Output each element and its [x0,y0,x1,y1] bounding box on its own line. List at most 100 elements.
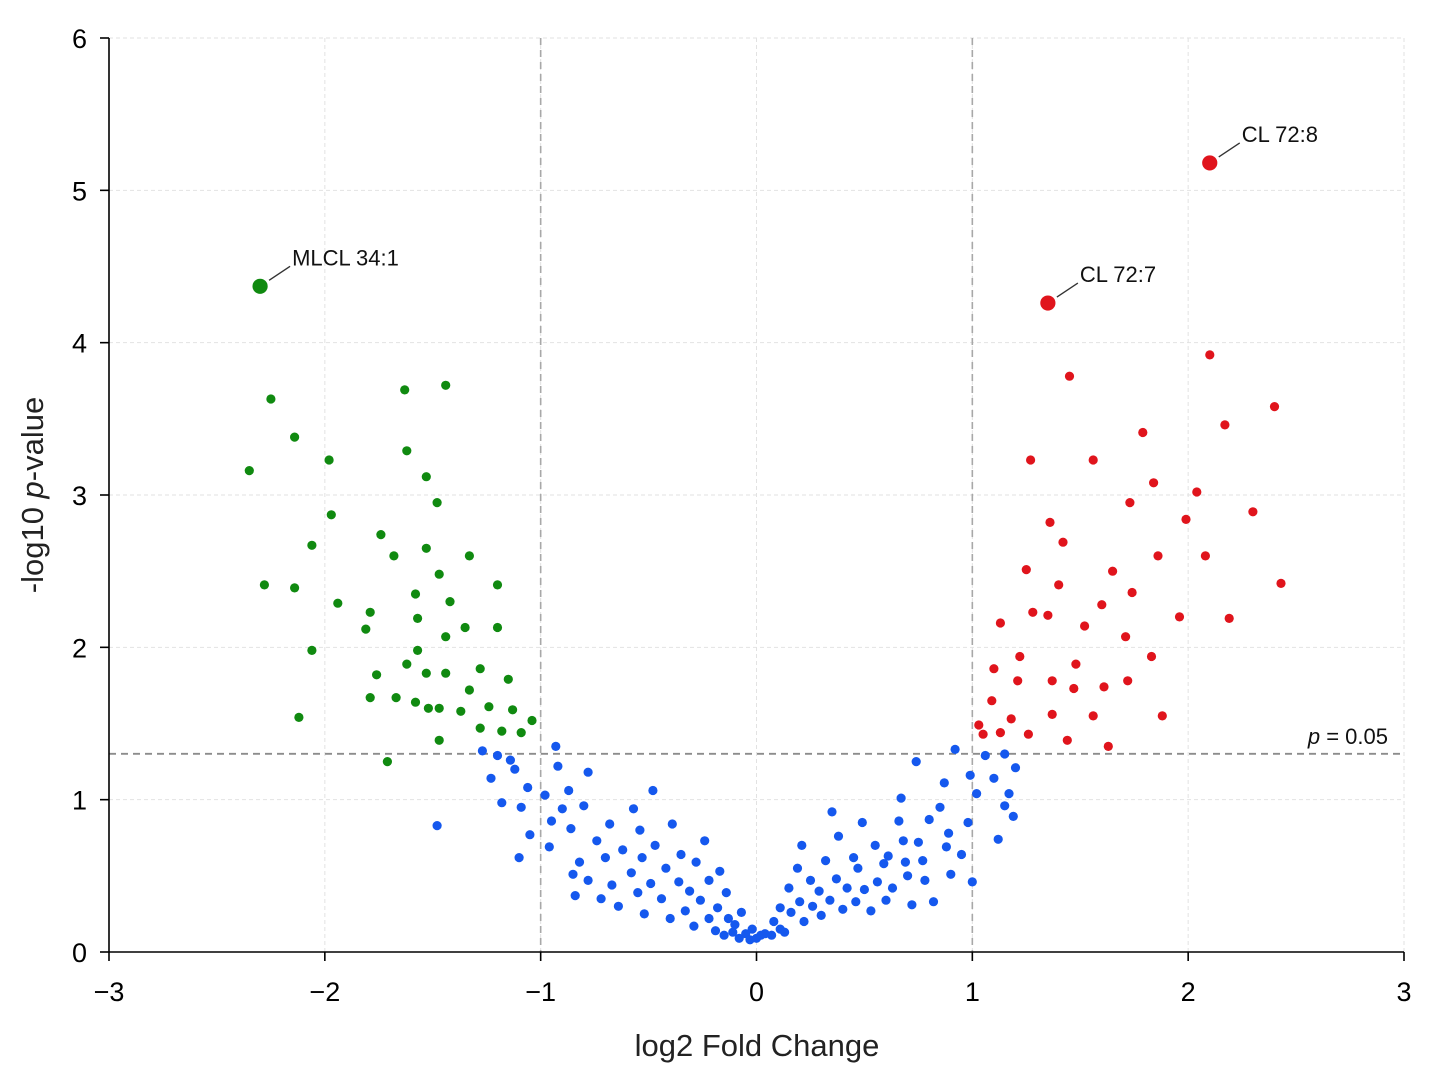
data-point-ns [980,750,990,761]
data-point-ns [637,853,647,863]
data-point-ns [680,906,690,916]
data-point-ns [784,883,794,893]
axes: −3 −2 −1 0 1 2 3 0 1 2 3 4 5 6 [72,24,1412,1007]
data-point-down [389,551,399,561]
data-point-down [290,432,300,442]
data-point-up [1023,729,1033,739]
data-point-ns [691,857,701,867]
data-point-ns [883,851,893,861]
data-point-down [326,510,336,520]
data-point-ns [833,831,844,841]
data-point-ns [551,741,561,752]
y-axis-title: -log10 p-value [15,397,50,593]
data-point-ns [946,869,956,879]
data-point-up [1013,676,1023,686]
data-point-down [434,735,444,745]
data-point-ns [704,913,714,924]
data-point-ns [808,901,818,911]
data-point-ns [553,761,563,771]
data-point-ns [557,804,567,814]
data-point-down [413,645,423,656]
data-point-ns [566,824,576,834]
data-point-down [266,394,276,404]
data-point-ns [600,853,611,863]
data-point-ns [607,880,617,890]
data-point-up [1153,551,1163,561]
data-point-down [434,569,444,579]
data-point-ns [799,916,809,927]
data-point-up [1103,741,1113,752]
data-point-up [1058,537,1068,547]
y-tick-label: 0 [72,938,87,968]
data-point-ns [950,744,960,755]
data-point-down [259,580,269,590]
data-point-up [1088,455,1098,465]
data-point-up [1108,566,1118,576]
data-point-up [1157,711,1167,721]
data-point-ns [492,750,503,761]
data-point-ns [767,930,777,940]
data-point-ns [667,819,677,829]
data-point-ns [924,814,934,825]
data-point-ns [665,913,675,924]
data-point-down [382,757,392,767]
data-point-ns [648,785,658,796]
data-point-up [1097,600,1107,610]
data-point-up [1125,498,1135,508]
data-point-ns [965,770,975,780]
data-point-ns [967,877,977,887]
data-point-ns [870,840,880,851]
data-point-ns [477,746,487,756]
data-point-ns [635,825,645,835]
data-point-down [507,705,518,715]
data-point-up [1015,651,1025,662]
data-point-down [410,697,421,707]
data-point-ns [747,924,757,934]
data-point-up [1062,735,1072,745]
annotation-label: CL 72:8 [1242,122,1318,147]
data-point-up [1006,714,1016,724]
data-point-ns [881,895,891,905]
data-point-down [456,706,466,716]
annotation-leader-line [1218,142,1241,158]
data-point-up [1088,711,1098,721]
data-point-up [1138,427,1148,438]
data-point-ns [650,840,660,851]
data-point-ns [728,927,738,937]
data-point-down [400,385,410,395]
data-point-ns [911,757,921,767]
y-tick-label: 4 [72,329,87,359]
data-point-up [978,729,988,739]
data-point-down [441,668,451,678]
data-point-down [324,455,334,465]
data-point-ns [935,802,945,812]
data-point-ns [939,778,949,788]
data-point-down [445,597,455,607]
y-axis-title-suffix: -value [15,397,50,481]
y-tick-label: 1 [72,786,87,816]
y-axis-title-italic: p [15,481,50,499]
data-point-ns [568,869,578,879]
data-point-up [1064,371,1075,381]
data-point-ns [674,877,684,887]
data-point-down [484,702,494,712]
data-point-ns [825,895,835,905]
data-point-ns [646,878,656,889]
data-point-ns [859,884,870,895]
annotation-leader-line [268,265,291,281]
data-point-ns [736,907,747,918]
x-tick-label: −3 [94,977,125,1007]
data-point-down [365,607,375,617]
annotation-label: CL 72:7 [1080,262,1156,287]
data-point-ns [564,785,574,796]
data-point-ns [723,913,734,924]
annotation-leader-line [1056,282,1079,298]
data-point-ns [1004,789,1014,799]
data-point-ns [853,863,863,873]
data-point-up [1071,659,1081,669]
data-point-up [1192,487,1202,497]
data-point-up [1269,402,1280,412]
data-point-ns [605,819,615,829]
data-point-down [441,632,451,642]
data-point-ns [525,830,535,840]
